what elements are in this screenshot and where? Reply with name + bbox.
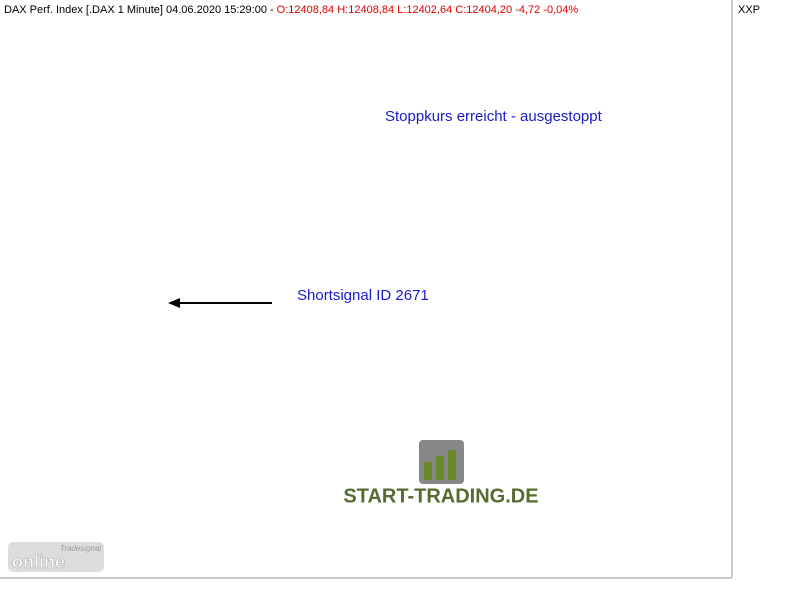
header-instrument-text: DAX Perf. Index [.DAX 1 Minute] 04.06.20… [4,4,274,16]
y-axis-label: XXP [738,4,760,16]
plot-area [0,0,732,578]
watermark-brand: START-TRADING.DE [343,485,538,507]
header-quote: O:12408,84 H:12408,84 L:12402,64 C:12404… [277,4,579,16]
watermark-sub: Tradesignal [60,544,101,553]
logo-bar [436,456,444,480]
watermark-logo: START-TRADING.DE Tradesignal online [8,440,539,572]
logo-bar [424,462,432,480]
watermark-logo-text: online [12,552,65,572]
y-axis-panel [732,0,800,600]
header-instrument: DAX Perf. Index [.DAX 1 Minute] 04.06.20… [4,4,578,16]
annotation: Stoppkurs erreicht - ausgestoppt [385,108,603,125]
arrow-head [168,298,180,308]
online-logo-bg [8,542,104,572]
logo-bar [448,450,456,480]
annotation: Shortsignal ID 2671 [297,287,429,304]
